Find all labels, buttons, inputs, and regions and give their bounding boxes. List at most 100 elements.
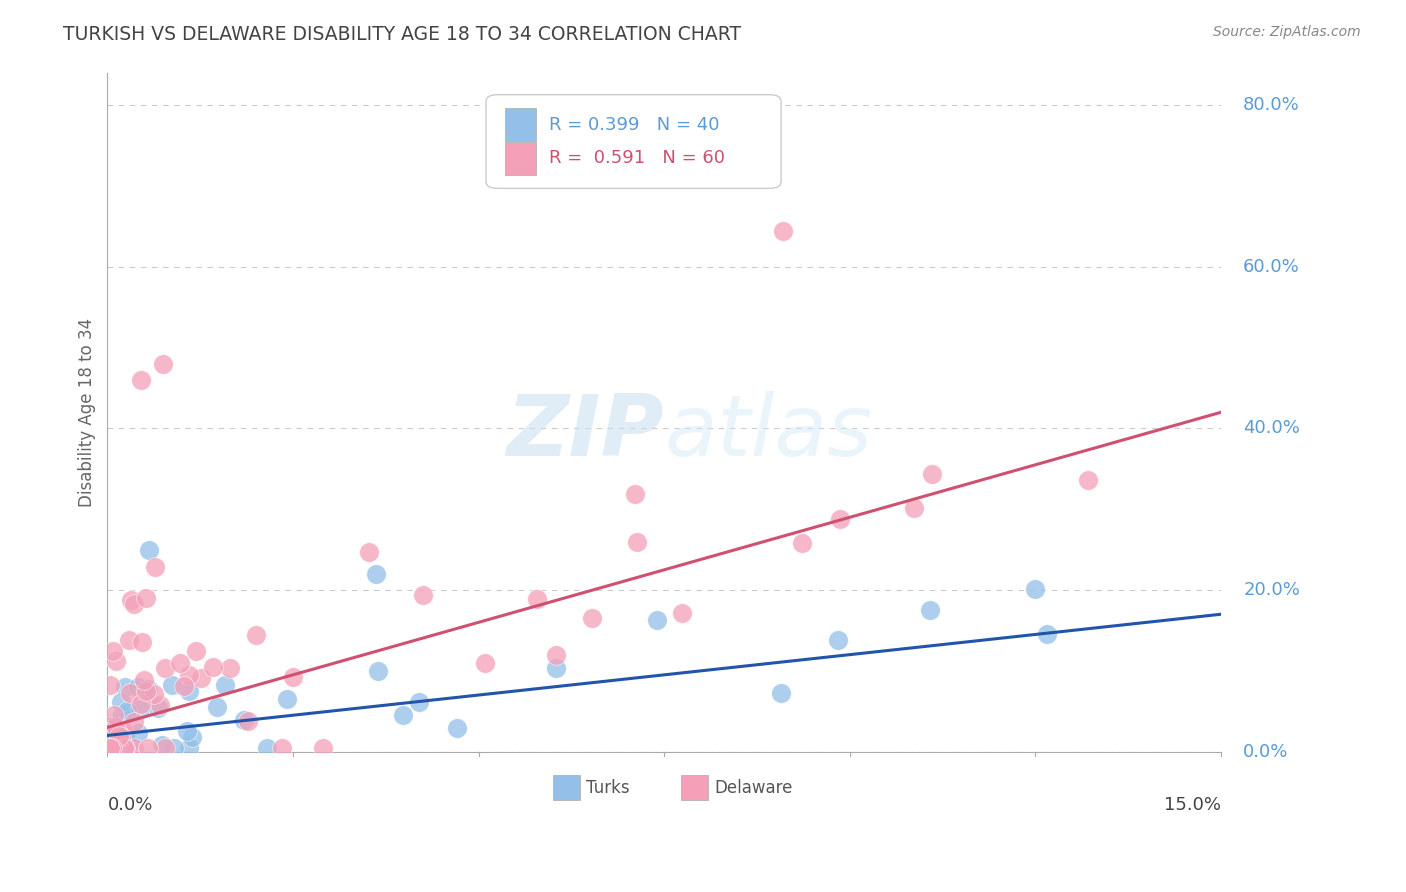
- Point: [152, 357, 174, 371]
- Point: [526, 591, 548, 606]
- Point: [142, 687, 165, 701]
- Point: [828, 512, 851, 526]
- Point: [136, 682, 159, 697]
- Point: [827, 633, 849, 648]
- Point: [129, 698, 152, 712]
- Point: [921, 467, 943, 482]
- Point: [135, 684, 157, 698]
- Text: 0.0%: 0.0%: [1243, 742, 1288, 761]
- Text: Turks: Turks: [586, 780, 630, 797]
- Text: Source: ZipAtlas.com: Source: ZipAtlas.com: [1213, 25, 1361, 39]
- Point: [100, 722, 122, 736]
- Point: [98, 740, 121, 755]
- Point: [153, 661, 176, 675]
- Text: 20.0%: 20.0%: [1243, 581, 1301, 599]
- Point: [112, 740, 135, 755]
- Bar: [505, 108, 536, 141]
- Point: [110, 730, 132, 744]
- Point: [236, 714, 259, 728]
- Point: [114, 740, 136, 755]
- Point: [122, 714, 145, 729]
- Point: [179, 684, 201, 698]
- Text: 0.0%: 0.0%: [107, 796, 153, 814]
- Point: [117, 738, 139, 752]
- Point: [790, 536, 813, 550]
- Point: [127, 680, 149, 694]
- Point: [1036, 626, 1059, 640]
- Point: [124, 597, 146, 611]
- Text: 80.0%: 80.0%: [1243, 96, 1301, 114]
- Point: [150, 738, 173, 752]
- Point: [143, 559, 166, 574]
- Bar: [505, 142, 536, 175]
- Point: [623, 487, 645, 501]
- Point: [180, 730, 202, 744]
- Point: [101, 740, 124, 755]
- Point: [114, 730, 136, 744]
- Point: [131, 634, 153, 648]
- Point: [111, 740, 134, 755]
- Point: [173, 680, 195, 694]
- Point: [408, 696, 430, 710]
- Point: [184, 644, 207, 658]
- FancyBboxPatch shape: [486, 95, 782, 188]
- Point: [134, 673, 156, 687]
- Text: TURKISH VS DELAWARE DISABILITY AGE 18 TO 34 CORRELATION CHART: TURKISH VS DELAWARE DISABILITY AGE 18 TO…: [63, 25, 741, 44]
- Point: [120, 686, 142, 700]
- Text: ZIP: ZIP: [506, 392, 664, 475]
- Point: [312, 740, 335, 755]
- Point: [128, 702, 150, 716]
- Point: [544, 648, 567, 663]
- Point: [163, 740, 186, 755]
- Point: [546, 661, 568, 675]
- Point: [233, 713, 256, 727]
- Point: [98, 678, 121, 692]
- Point: [127, 725, 149, 739]
- Point: [446, 721, 468, 735]
- Point: [770, 686, 793, 700]
- Point: [190, 671, 212, 685]
- Point: [359, 545, 381, 559]
- Point: [103, 644, 125, 658]
- Point: [920, 603, 942, 617]
- Point: [202, 660, 225, 674]
- Point: [129, 373, 152, 387]
- Point: [581, 611, 603, 625]
- Point: [138, 542, 160, 557]
- Point: [100, 740, 122, 755]
- Point: [136, 740, 159, 755]
- Point: [120, 593, 142, 607]
- Point: [205, 700, 228, 714]
- Point: [169, 656, 191, 670]
- Text: 60.0%: 60.0%: [1243, 258, 1301, 276]
- Point: [271, 740, 294, 755]
- Bar: [553, 774, 579, 800]
- Point: [107, 729, 129, 743]
- Text: 15.0%: 15.0%: [1164, 796, 1220, 814]
- Point: [1077, 473, 1099, 487]
- Point: [367, 664, 389, 678]
- Point: [177, 740, 200, 755]
- Point: [149, 698, 172, 713]
- Text: R =  0.591   N = 60: R = 0.591 N = 60: [550, 150, 725, 168]
- Point: [104, 654, 127, 668]
- Point: [135, 591, 157, 606]
- Point: [218, 661, 240, 675]
- Point: [276, 692, 298, 706]
- Point: [412, 588, 434, 602]
- Text: 40.0%: 40.0%: [1243, 419, 1301, 437]
- Text: R = 0.399   N = 40: R = 0.399 N = 40: [550, 116, 720, 134]
- Point: [391, 708, 413, 723]
- Point: [124, 740, 146, 755]
- Y-axis label: Disability Age 18 to 34: Disability Age 18 to 34: [79, 318, 96, 507]
- Point: [214, 678, 236, 692]
- Point: [153, 740, 176, 755]
- Point: [1024, 582, 1046, 596]
- Point: [645, 613, 668, 627]
- Text: atlas: atlas: [664, 392, 872, 475]
- Point: [281, 670, 304, 684]
- Point: [100, 728, 122, 742]
- Point: [626, 534, 648, 549]
- Point: [671, 606, 693, 620]
- Point: [110, 695, 132, 709]
